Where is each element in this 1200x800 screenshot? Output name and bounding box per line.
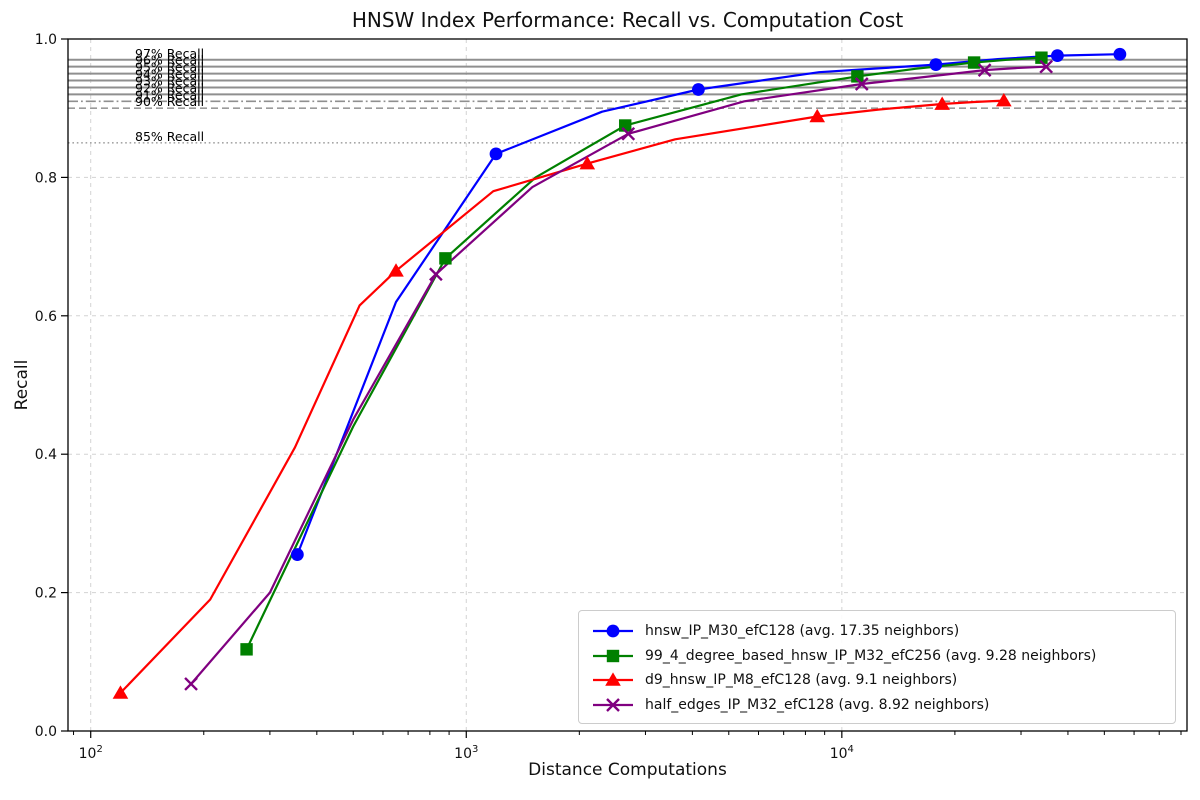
series-marker-square xyxy=(606,649,620,662)
series-marker-circle xyxy=(290,548,304,561)
series-marker-circle xyxy=(691,83,705,96)
legend-marker-x-icon xyxy=(593,698,633,712)
legend-marker-square-icon xyxy=(593,649,633,662)
series-marker-triangle xyxy=(579,155,596,170)
legend-item: hnsw_IP_M30_efC128 (avg. 17.35 neighbors… xyxy=(591,619,1165,643)
legend-item: half_edges_IP_M32_efC128 (avg. 8.92 neig… xyxy=(591,693,1165,717)
legend-label: half_edges_IP_M32_efC128 (avg. 8.92 neig… xyxy=(645,696,990,713)
series-marker-square xyxy=(851,70,864,83)
series-marker-circle xyxy=(1051,49,1064,63)
reference-line-label: 94% Recall xyxy=(135,67,204,82)
series-marker-square xyxy=(967,56,981,69)
series-line-3 xyxy=(190,65,1048,686)
series-marker-x xyxy=(977,63,992,77)
y-tick-label: 0.6 xyxy=(35,309,57,325)
reference-line-label: 95% Recall xyxy=(135,60,204,75)
y-tick-label: 1.0 xyxy=(35,32,57,48)
series-marker-x xyxy=(621,126,636,141)
series-marker-circle xyxy=(929,58,943,72)
reference-line-label: 85% Recall xyxy=(135,129,204,144)
series-marker-circle xyxy=(489,147,503,161)
y-tick-label: 0.0 xyxy=(35,724,57,740)
series-marker-square xyxy=(1035,51,1048,64)
series-marker-triangle xyxy=(605,672,621,687)
y-tick-label: 0.8 xyxy=(35,170,57,186)
plot-border xyxy=(67,38,1188,732)
reference-line-label: 91% Recall xyxy=(135,87,204,102)
series-marker-x xyxy=(606,698,620,712)
series-marker-x xyxy=(184,677,198,691)
series-marker-square xyxy=(240,643,253,656)
series-marker-triangle xyxy=(934,96,950,110)
reference-line-label: 97% Recall xyxy=(135,46,204,61)
series-marker-square xyxy=(439,252,452,265)
legend-label: 99_4_degree_based_hnsw_IP_M32_efC256 (av… xyxy=(645,647,1097,664)
series-marker-x xyxy=(429,267,443,282)
series-marker-circle xyxy=(606,624,620,638)
series-marker-x xyxy=(854,77,869,91)
series-marker-triangle xyxy=(388,263,404,277)
x-axis-label: Distance Computations xyxy=(528,760,727,780)
series-line-1 xyxy=(245,56,1043,651)
y-tick-label: 0.2 xyxy=(35,586,57,602)
legend-label: d9_hnsw_IP_M8_efC128 (avg. 9.1 neighbors… xyxy=(645,672,958,689)
reference-line-label: 92% Recall xyxy=(135,80,204,95)
reference-line-label: 90% Recall xyxy=(135,94,204,109)
y-axis-label: Recall xyxy=(12,359,32,411)
legend: hnsw_IP_M30_efC128 (avg. 17.35 neighbors… xyxy=(578,610,1176,724)
series-marker-triangle xyxy=(996,92,1012,107)
y-tick-label: 0.4 xyxy=(35,447,57,463)
reference-line-label: 93% Recall xyxy=(135,73,204,88)
series-line-0 xyxy=(296,53,1122,556)
series-marker-triangle xyxy=(809,108,826,123)
series-marker-x xyxy=(1039,59,1054,74)
series-marker-circle xyxy=(1113,47,1127,61)
legend-marker-triangle-icon xyxy=(593,672,633,687)
series-line-2 xyxy=(119,99,1005,695)
reference-line-label: 96% Recall xyxy=(135,53,204,68)
chart-title: HNSW Index Performance: Recall vs. Compu… xyxy=(351,8,904,32)
legend-item: d9_hnsw_IP_M8_efC128 (avg. 9.1 neighbors… xyxy=(591,668,1165,692)
legend-item: 99_4_degree_based_hnsw_IP_M32_efC256 (av… xyxy=(591,644,1165,668)
series-marker-triangle xyxy=(112,685,129,699)
legend-marker-circle-icon xyxy=(593,624,633,638)
legend-label: hnsw_IP_M30_efC128 (avg. 17.35 neighbors… xyxy=(645,623,960,639)
